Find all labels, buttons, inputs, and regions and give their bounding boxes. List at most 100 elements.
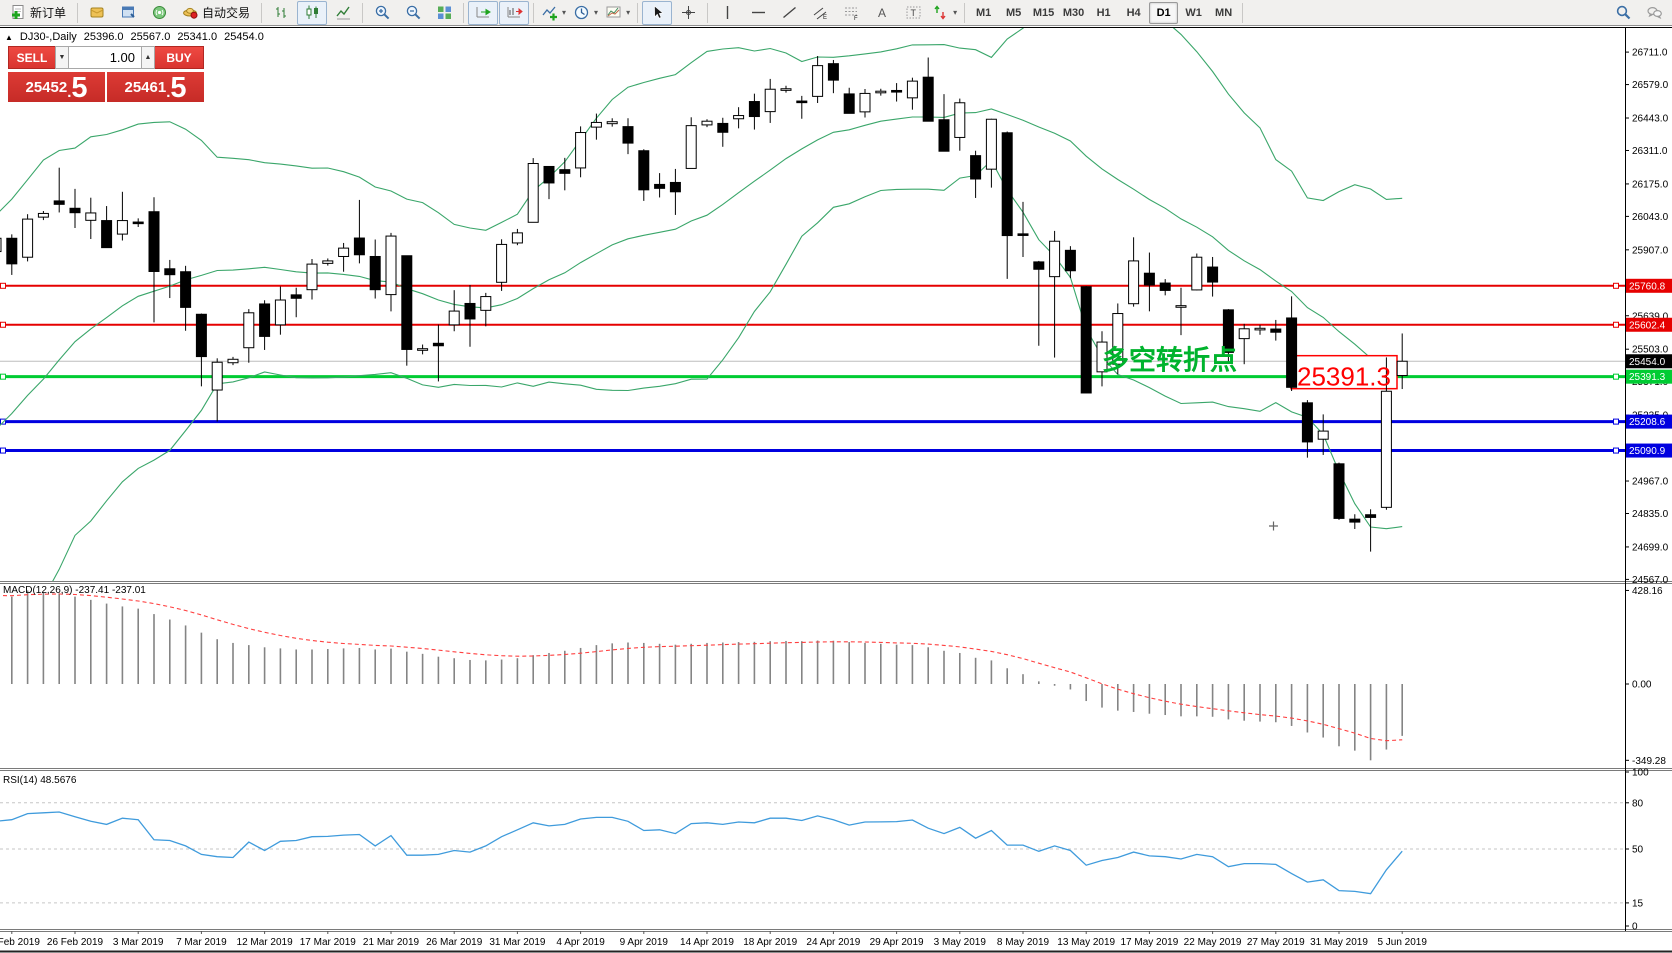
price-line-label (1626, 317, 1672, 332)
sell-button[interactable]: SELL (8, 46, 55, 69)
candlestick-chart-button[interactable] (297, 0, 328, 25)
periods-button[interactable]: ▾ (570, 1, 601, 25)
candle (606, 121, 618, 125)
line-handle[interactable] (1613, 447, 1619, 454)
timeframe-H1-button[interactable]: H1 (1096, 6, 1111, 19)
chevron-down-icon[interactable]: ▾ (626, 8, 631, 17)
new-order-button[interactable]: 新订单 (3, 1, 73, 25)
fibonacci-button[interactable]: F (836, 1, 866, 25)
sell-price-display[interactable]: 25452. 5 (8, 70, 105, 103)
time-axis-label: 14 Apr 2019 (680, 937, 734, 948)
trendline-button[interactable] (774, 1, 804, 25)
tile-windows-button[interactable] (429, 1, 459, 25)
timeframe-W1-button[interactable]: W1 (1185, 6, 1202, 19)
candle (1096, 341, 1108, 373)
line-handle[interactable] (1613, 282, 1619, 289)
bar-chart-button[interactable] (266, 1, 296, 25)
text-label-icon: T (905, 4, 922, 21)
templates-button[interactable]: ▾ (602, 1, 633, 25)
market-watch-button[interactable] (82, 1, 112, 25)
signals-icon (151, 4, 168, 21)
ohlc-open: 25396.0 (83, 31, 124, 43)
candle (1207, 266, 1219, 283)
text-label-button[interactable]: T (898, 1, 928, 25)
candle (669, 181, 681, 193)
line-handle[interactable] (1613, 321, 1619, 328)
time-axis-label: 31 May 2019 (1310, 937, 1368, 948)
chat-button[interactable] (1639, 1, 1669, 25)
market-watch-icon (89, 4, 106, 21)
time-axis-label: 21 Feb 2019 (0, 937, 40, 948)
chevron-down-icon[interactable]: ▾ (562, 8, 567, 17)
auto-scroll-button[interactable] (468, 0, 499, 25)
line-handle[interactable] (0, 282, 6, 289)
text-button[interactable]: A (867, 1, 897, 25)
collapse-panel-arrow-icon[interactable]: ▲ (5, 33, 13, 42)
line-handle[interactable] (0, 321, 6, 328)
timeframe-D1-button[interactable]: D1 (1149, 1, 1179, 24)
line-chart-button[interactable] (328, 1, 358, 25)
timeframe-M1-button[interactable]: M1 (975, 6, 992, 19)
line-handle[interactable] (0, 447, 6, 454)
buy-price-dot: . (166, 84, 171, 101)
zoom-in-button[interactable] (367, 1, 397, 25)
timeframe-M15-button[interactable]: M15 (1032, 6, 1055, 19)
line-handle[interactable] (1613, 373, 1619, 380)
candle (401, 255, 413, 350)
cursor-button[interactable] (642, 0, 673, 25)
crosshair-button[interactable] (673, 1, 703, 25)
candle (322, 260, 334, 264)
volume-decrease-button[interactable]: ▼ (55, 46, 69, 69)
pivot-annotation-text[interactable]: 多空转折点 (1102, 345, 1237, 376)
candle (211, 361, 223, 391)
line-handle[interactable] (1613, 418, 1619, 425)
rsi-axis-tick: 0 (1632, 922, 1638, 933)
vertical-line-button[interactable] (712, 1, 742, 25)
search-button[interactable] (1608, 1, 1638, 25)
rsi-axis-tick: 15 (1632, 898, 1644, 909)
price-line-label (1626, 443, 1672, 458)
buy-price-main: 25461 (124, 79, 167, 96)
channel-button[interactable]: E (805, 1, 835, 25)
candle (1270, 328, 1282, 333)
candlestick-icon (304, 4, 321, 21)
price-line-label (1626, 354, 1672, 369)
candle (1254, 327, 1266, 331)
svg-text:T: T (910, 8, 916, 18)
toolbar-separator (77, 2, 79, 23)
timeframe-M5-button[interactable]: M5 (1005, 6, 1022, 19)
timeframe-MN-button[interactable]: MN (1215, 6, 1233, 19)
price-panel: 多空转折点 25391.3 (0, 28, 1625, 581)
candle (164, 268, 176, 276)
price-axis-tick: 25503.0 (1632, 345, 1669, 356)
autotrading-button[interactable]: 自动交易 (175, 1, 257, 25)
line-handle[interactable] (0, 373, 6, 380)
new-order-button-label: 新订单 (30, 6, 67, 20)
chevron-down-icon[interactable]: ▾ (953, 8, 958, 17)
timeframe-H4-button[interactable]: H4 (1126, 6, 1141, 19)
candle (243, 312, 255, 349)
price-line-label-text: 25391.3 (1629, 372, 1666, 383)
svg-text:F: F (854, 16, 858, 21)
price-axis-tick: 26311.0 (1632, 146, 1668, 157)
buy-price-display[interactable]: 25461. 5 (107, 70, 204, 103)
candle (1143, 272, 1155, 286)
signals-button[interactable] (144, 1, 174, 25)
price-annotation-box[interactable] (1290, 354, 1398, 390)
indicators-button[interactable]: ▾ (538, 1, 569, 25)
candle (985, 118, 997, 170)
indicators-icon (541, 4, 558, 21)
buy-button[interactable]: BUY (155, 46, 204, 69)
chevron-down-icon[interactable]: ▾ (594, 8, 599, 17)
timeframe-M30-button[interactable]: M30 (1062, 6, 1085, 19)
arrows-button[interactable]: ▾ (929, 1, 960, 25)
volume-increase-button[interactable]: ▲ (141, 46, 155, 69)
candle (622, 126, 634, 144)
horizontal-line-button[interactable] (743, 1, 773, 25)
pivot-annotation-price[interactable]: 25391.3 (1297, 362, 1391, 392)
data-window-button[interactable] (113, 1, 143, 25)
volume-input[interactable] (69, 46, 141, 69)
chart-shift-button[interactable] (499, 0, 530, 25)
chat-icon (1646, 4, 1663, 21)
zoom-out-button[interactable] (398, 1, 428, 25)
